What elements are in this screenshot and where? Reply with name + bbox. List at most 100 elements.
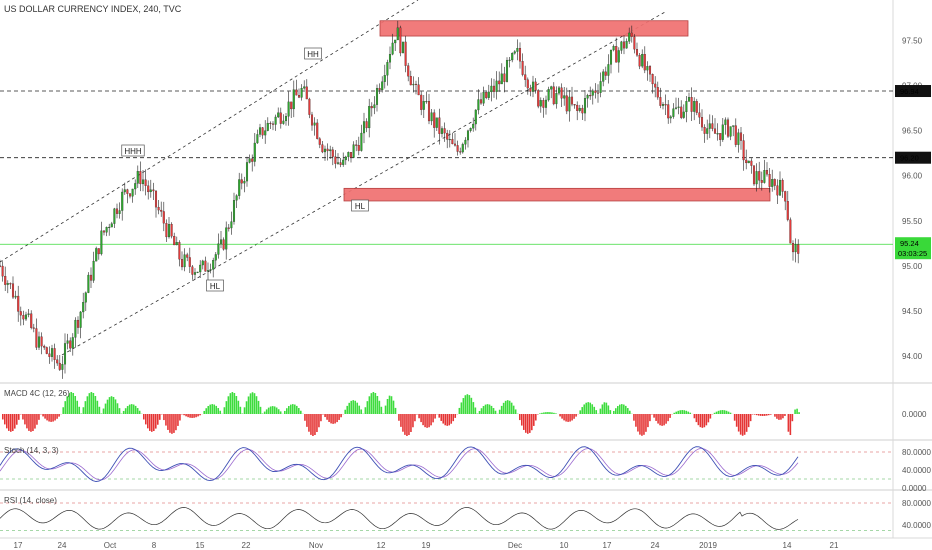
macd-bar	[464, 395, 467, 414]
candle-body	[687, 97, 691, 102]
macd-bar	[392, 400, 395, 414]
candle-body	[422, 101, 425, 110]
candle-body	[448, 139, 451, 141]
time-tick-label: 21	[830, 541, 839, 550]
macd-bar	[424, 414, 426, 428]
macd-bar	[213, 404, 216, 414]
candle-body	[157, 206, 160, 211]
macd-bar	[747, 414, 750, 428]
macd-bar	[721, 410, 724, 414]
macd-bar	[324, 414, 326, 418]
candle-body	[568, 96, 571, 112]
candle-body	[669, 116, 672, 119]
macd-bar	[217, 408, 220, 414]
candle-body	[310, 114, 314, 126]
macd-bar	[398, 414, 400, 421]
candle-body	[373, 104, 376, 109]
candle-body	[97, 248, 100, 255]
candle-body	[56, 359, 59, 364]
macd-bar	[147, 414, 149, 429]
candle-body	[271, 123, 275, 125]
time-tick-label: 17	[14, 541, 23, 550]
macd-bar	[490, 405, 493, 414]
macd-bar	[729, 412, 732, 414]
macd-bar	[62, 407, 65, 414]
candle-body	[438, 117, 441, 134]
candle-body	[797, 244, 800, 254]
macd-bar	[205, 408, 208, 414]
candle-body	[589, 95, 592, 97]
candle-body	[485, 92, 488, 98]
candle-body	[136, 171, 139, 184]
candle-body	[266, 122, 269, 131]
macd-bar	[215, 405, 218, 414]
macd-bar	[179, 414, 181, 421]
macd-bar	[725, 410, 728, 414]
macd-bar	[627, 408, 629, 414]
macd-bar	[279, 411, 282, 414]
macd-bar	[255, 396, 258, 414]
candle-body	[394, 39, 397, 44]
candle-body	[308, 98, 311, 115]
candle-body	[456, 145, 459, 152]
macd-bar	[599, 408, 602, 414]
macd-bar	[209, 404, 212, 414]
macd-bar	[663, 414, 665, 426]
macd-bar	[249, 393, 252, 414]
candle-body	[199, 264, 202, 273]
candle-body	[121, 191, 124, 211]
macd-bar	[412, 414, 414, 428]
macd-bar	[641, 414, 643, 436]
macd-bar	[267, 407, 270, 414]
macd-bar	[541, 412, 543, 414]
macd-bar	[4, 414, 6, 425]
macd-bar	[514, 409, 517, 414]
macd-bar	[288, 406, 290, 414]
macd-bar	[643, 414, 645, 435]
macd-bar	[12, 414, 14, 432]
macd-bar	[134, 405, 137, 414]
macd-bar	[386, 399, 389, 414]
macd-bar	[438, 414, 441, 418]
macd-bar	[30, 414, 32, 432]
macd-bar	[199, 414, 201, 416]
candle-body	[118, 210, 121, 214]
candle-body	[251, 158, 254, 162]
candle-body	[144, 179, 147, 186]
macd-bar	[766, 414, 768, 416]
macd-bar	[251, 392, 254, 414]
candle-body	[269, 122, 272, 125]
macd-bar	[70, 392, 73, 414]
candle-body	[258, 127, 262, 135]
macd-bar	[275, 407, 278, 414]
macd-bar	[48, 414, 50, 422]
macd-bar	[46, 414, 48, 421]
candle-body	[9, 283, 12, 285]
candle-body	[212, 260, 215, 270]
macd-bar	[472, 402, 475, 414]
candle-body	[427, 101, 431, 122]
candle-body	[726, 119, 730, 137]
candle-body	[370, 106, 373, 109]
macd-bar	[114, 399, 117, 414]
macd-bar	[231, 392, 234, 414]
macd-bar	[328, 414, 330, 422]
macd-bar	[229, 393, 232, 414]
macd-bar	[764, 414, 766, 416]
macd-bar	[450, 414, 453, 424]
candle-body	[316, 122, 319, 139]
candle-body	[505, 60, 509, 82]
candle-body	[375, 88, 379, 105]
macd-bar	[318, 414, 320, 428]
macd-bar	[408, 414, 410, 436]
macd-bar	[798, 412, 800, 414]
macd-bar	[68, 393, 71, 414]
macd-pane: 0.0000	[2, 392, 927, 436]
time-tick-label: 19	[422, 541, 431, 550]
macd-bar	[82, 407, 85, 414]
candle-body	[638, 55, 641, 67]
candle-body	[170, 224, 173, 237]
candle-body	[352, 144, 355, 158]
candle-body	[225, 227, 228, 250]
